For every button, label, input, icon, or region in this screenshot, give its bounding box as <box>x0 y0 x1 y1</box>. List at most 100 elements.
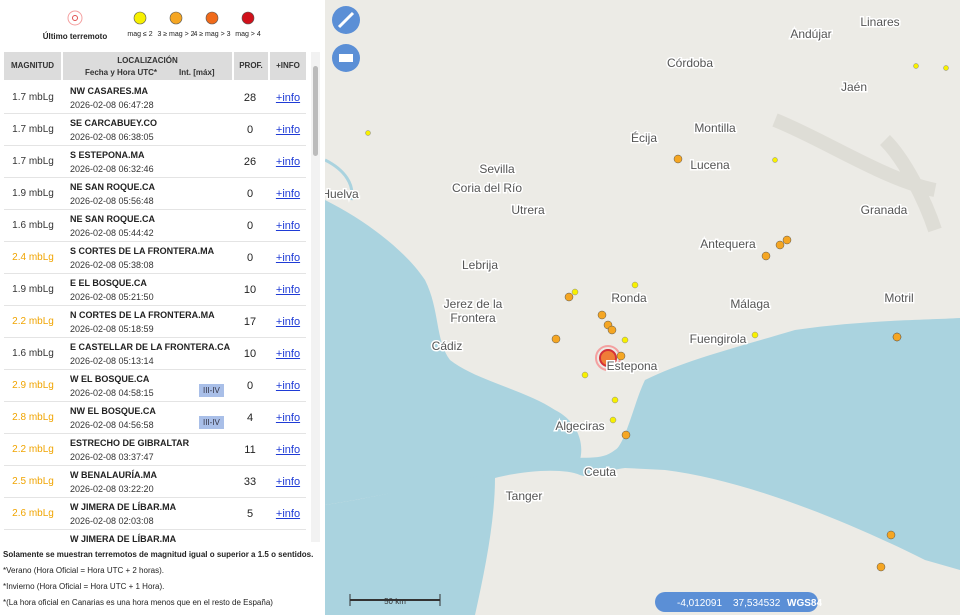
depth: 5 <box>239 508 261 520</box>
header-location: LOCALIZACIÓN <box>63 56 232 65</box>
depth: 17 <box>239 316 261 328</box>
info-link[interactable]: +info <box>272 124 304 136</box>
depth: 0 <box>239 380 261 392</box>
depth: 0 <box>239 124 261 136</box>
place-label: Huelva <box>325 187 359 201</box>
note: *(La hora oficial en Canarias es una hor… <box>3 595 313 611</box>
location: NW CASARES.MA <box>70 86 148 96</box>
datetime: 2026-02-08 03:22:20 <box>70 484 154 494</box>
scrollbar[interactable] <box>311 52 320 542</box>
quake <box>552 335 560 343</box>
header-magnitude: MAGNITUD <box>4 52 61 80</box>
magnitude: 2.5 mbLg <box>4 476 62 487</box>
place-label: Andújar <box>790 27 831 41</box>
magnitude: 2.6 mbLg <box>4 508 62 519</box>
quake <box>773 158 778 163</box>
legend-swatch <box>242 12 254 24</box>
quake <box>565 293 573 301</box>
map[interactable]: LinaresAndújarCórdobaJaénÉcijaMontillaSe… <box>325 0 960 615</box>
info-link[interactable]: +info <box>272 348 304 360</box>
info-link[interactable]: +info <box>272 476 304 488</box>
info-link[interactable]: +info <box>272 252 304 264</box>
depth: 4 <box>239 412 261 424</box>
datetime: 2026-02-08 05:44:42 <box>70 228 154 238</box>
location: SE CARCABUEY.CO <box>70 118 157 128</box>
datetime: 2026-02-08 06:32:46 <box>70 164 154 174</box>
note: *Invierno (Hora Oficial = Hora UTC + 1 H… <box>3 579 313 595</box>
datetime: 2026-02-08 03:37:47 <box>70 452 154 462</box>
place-label: Lebrija <box>462 258 498 272</box>
place-label: Montilla <box>694 121 736 135</box>
location: NE SAN ROQUE.CA <box>70 214 155 224</box>
quake <box>752 332 758 338</box>
magnitude: 1.7 mbLg <box>4 156 62 167</box>
depth: 26 <box>239 156 261 168</box>
side-panel: Último terremoto mag ≤ 23 ≥ mag > 24 ≥ m… <box>0 0 326 615</box>
quake <box>776 241 784 249</box>
info-link[interactable]: +info <box>272 412 304 424</box>
table-row: 1.6 mbLgE CASTELLAR DE LA FRONTERA.CA202… <box>4 337 306 370</box>
magnitude: 2.4 mbLg <box>4 252 62 263</box>
header-intensity: Int. [máx] <box>179 68 215 77</box>
info-link[interactable]: +info <box>272 284 304 296</box>
quake <box>944 66 949 71</box>
info-link[interactable]: +info <box>272 380 304 392</box>
scroll-thumb[interactable] <box>313 66 318 156</box>
magnitude: 1.6 mbLg <box>4 348 62 359</box>
table-row: 2.2 mbLgN CORTES DE LA FRONTERA.MA2026-0… <box>4 305 306 338</box>
quake <box>572 289 578 295</box>
magnitude: 1.7 mbLg <box>4 124 62 135</box>
place-label: Ronda <box>611 291 647 305</box>
legend-swatch <box>170 12 182 24</box>
info-link[interactable]: +info <box>272 188 304 200</box>
place-label: Estepona <box>607 359 658 373</box>
coord-lon: -4,012091 <box>677 598 722 609</box>
quake <box>762 252 770 260</box>
print-icon <box>339 54 353 62</box>
info-link[interactable]: +info <box>272 316 304 328</box>
info-link[interactable]: +info <box>272 156 304 168</box>
place-label: Granada <box>861 203 908 217</box>
location: W BENALAURÍA.MA <box>70 470 157 480</box>
intensity: III-IV <box>199 416 224 429</box>
place-label: Sevilla <box>479 162 515 176</box>
table-row: 1.6 mbLg NE SAN ROQUE.CA 2026-02-08 05:44:… <box>4 209 306 242</box>
scale-label: 50 km <box>384 597 406 606</box>
depth: 11 <box>239 444 261 456</box>
table-row: 1.9 mbLgE EL BOSQUE.CA2026-02-08 05:21:5… <box>4 273 306 306</box>
location: S CORTES DE LA FRONTERA.MA <box>70 246 214 256</box>
magnitude: 2.8 mbLg <box>4 412 62 423</box>
magnitude: 1.7 mbLg <box>4 92 62 103</box>
datetime: 2026-02-08 04:56:58 <box>70 420 154 430</box>
info-link[interactable]: +info <box>272 444 304 456</box>
info-link[interactable]: +info <box>272 220 304 232</box>
table-row: 1.7 mbLgSE CARCABUEY.CO2026-02-08 06:38:… <box>4 113 306 146</box>
quake <box>887 531 895 539</box>
coord-lat: 37,534532 <box>733 598 781 609</box>
header-depth: PROF. <box>234 52 268 80</box>
legend-swatch <box>206 12 218 24</box>
magnitude: 1.9 mbLg <box>4 284 62 295</box>
header-location-cell: LOCALIZACIÓN Fecha y Hora UTC* Int. [máx… <box>63 52 232 80</box>
coord-crs: WGS84 <box>787 598 822 609</box>
location: W EL BOSQUE.CA <box>70 374 149 384</box>
info-link[interactable]: +info <box>272 92 304 104</box>
magnitude: 1.6 mbLg <box>4 220 62 231</box>
quake <box>612 397 618 403</box>
location: ESTRECHO DE GIBRALTAR <box>70 438 189 448</box>
header-info: +INFO <box>270 52 306 80</box>
location: W JIMERA DE LÍBAR.MA <box>70 502 176 512</box>
legend-swatch <box>134 12 146 24</box>
legend-label: 3 ≥ mag > 2 <box>157 31 194 38</box>
table-row: 2.2 mbLgESTRECHO DE GIBRALTAR2026-02-08 … <box>4 433 306 466</box>
datetime: 2026-02-08 05:18:59 <box>70 324 154 334</box>
info-link[interactable]: +info <box>272 508 304 520</box>
datetime: 2026-02-08 02:03:08 <box>70 516 154 526</box>
place-label: Fuengirola <box>690 332 747 346</box>
magnitude: 2.9 mbLg <box>4 380 62 391</box>
datetime: 2026-02-08 05:21:50 <box>70 292 154 302</box>
depth: 10 <box>239 284 261 296</box>
quake <box>632 282 638 288</box>
quake <box>914 64 919 69</box>
